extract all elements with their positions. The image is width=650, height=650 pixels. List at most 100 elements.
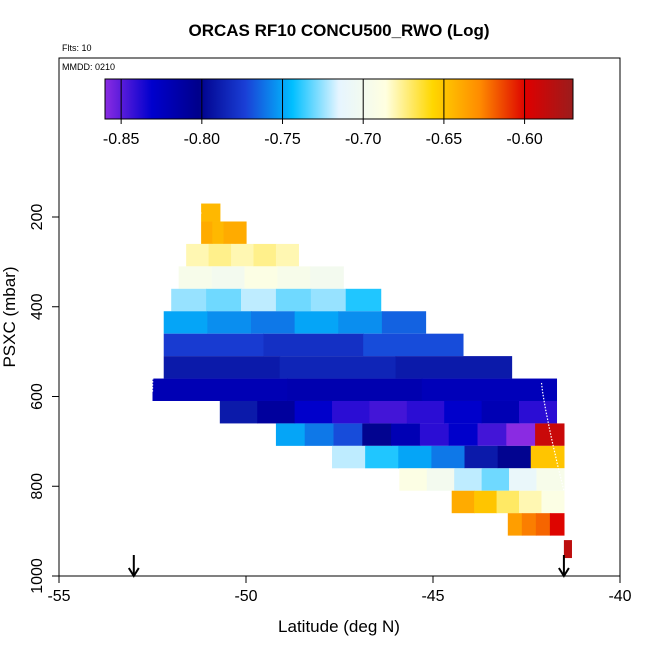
y-axis-label: PSXC (mbar): [0, 266, 19, 367]
heatmap-cell: [419, 423, 450, 446]
heatmap-cell: [310, 266, 344, 289]
x-tick-label: -55: [47, 588, 70, 605]
heatmap-cell: [521, 513, 537, 536]
heatmap-cell: [163, 356, 281, 379]
heatmap-cell: [186, 243, 210, 267]
right-envelope: [540, 382, 565, 491]
heatmap-cell: [223, 221, 236, 244]
heatmap-cell: [171, 288, 207, 312]
down-arrow-icon: [127, 555, 140, 578]
heatmap-cell: [277, 266, 311, 289]
heatmap-cell: [497, 445, 532, 469]
colorbar-tick-label: -0.60: [506, 131, 543, 148]
down-arrow-icon: [558, 555, 570, 578]
colorbar-tick-label: -0.75: [264, 131, 301, 148]
heatmap-cell: [535, 423, 565, 446]
heatmap-cell: [506, 423, 536, 446]
heatmap-cell: [201, 203, 221, 222]
colorbar: -0.85 -0.80 -0.75 -0.70 -0.65 -0.60: [103, 78, 574, 148]
colorbar-tick-label: -0.80: [184, 131, 221, 148]
colorbar-tick-label: -0.85: [103, 131, 140, 148]
heatmap-cell: [275, 243, 299, 267]
y-tick-label: 800: [29, 473, 46, 500]
heatmap-cell: [208, 243, 232, 267]
heatmap-cell: [363, 333, 464, 357]
heatmap-cell: [287, 378, 423, 401]
heatmap-cell: [345, 288, 382, 312]
heatmap-cell: [444, 400, 483, 424]
heatmap-cell: [163, 333, 265, 357]
heatmap-cell: [294, 311, 339, 334]
heatmap-cell: [563, 540, 572, 559]
heatmap-cell: [207, 311, 252, 334]
heatmap-cell: [509, 468, 538, 491]
x-axis-label: Latitude (deg N): [278, 617, 400, 636]
heatmap-cell: [530, 445, 565, 469]
heatmap-cell: [549, 513, 565, 536]
heatmap-cell: [541, 490, 565, 514]
y-tick-label: 1000: [29, 558, 46, 594]
heatmap-cell: [163, 311, 208, 334]
heatmap-cell: [294, 400, 333, 424]
heatmap-cell: [395, 356, 513, 379]
heatmap-cell: [454, 468, 483, 491]
heatmap-cell: [448, 423, 479, 446]
heatmap-cell: [212, 221, 225, 244]
heatmap-cell: [253, 243, 277, 267]
heatmap-cell: [244, 266, 279, 289]
heatmap-cell: [474, 490, 498, 514]
heatmap-cell: [257, 400, 296, 424]
heatmap-cell: [464, 445, 499, 469]
heatmap-cell: [211, 266, 246, 289]
heatmap-cell: [421, 378, 558, 401]
heatmap-cell: [481, 400, 520, 424]
heatmap-cell: [365, 445, 399, 469]
heatmap-cells: [152, 203, 572, 559]
colorbar-tick-label: -0.70: [345, 131, 382, 148]
heatmap-cell: [496, 490, 520, 514]
heatmap-cell: [426, 468, 455, 491]
heatmap-cell: [152, 378, 288, 401]
heatmap-cell: [234, 221, 247, 244]
x-tick-label: -50: [234, 588, 257, 605]
heatmap-cell: [275, 288, 312, 312]
envelope-outline: [151, 212, 565, 491]
heatmap-cell: [201, 221, 213, 244]
heatmap-cell: [263, 333, 364, 357]
heatmap-cell: [332, 400, 371, 424]
heatmap-cell: [536, 468, 565, 491]
heatmap-cell: [398, 445, 432, 469]
y-tick-label: 400: [29, 293, 46, 320]
left-envelope: [151, 212, 202, 393]
heatmap-cell: [399, 468, 428, 491]
flight-arrows: [127, 555, 570, 578]
heatmap-cell: [275, 423, 306, 446]
heatmap-cell: [219, 400, 258, 424]
heatmap-cell: [332, 445, 366, 469]
date-label: MMDD: 0210: [62, 62, 115, 72]
heatmap-cell: [338, 311, 383, 334]
heatmap-cell: [206, 288, 242, 312]
colorbar-ticks: -0.85 -0.80 -0.75 -0.70 -0.65 -0.60: [103, 79, 543, 148]
heatmap-cell: [481, 468, 510, 491]
heatmap-cell: [507, 513, 523, 536]
heatmap-cell: [231, 243, 255, 267]
heatmap-cell: [241, 288, 277, 312]
x-tick-label: -45: [421, 588, 444, 605]
chart-title: ORCAS RF10 CONCU500_RWO (Log): [189, 21, 490, 40]
colorbar-tick-label: -0.65: [426, 131, 463, 148]
heatmap-cell: [369, 400, 408, 424]
heatmap-cell: [477, 423, 507, 446]
x-axis: -55 -50 -45 -40: [47, 575, 632, 605]
heatmap-cell: [333, 423, 363, 446]
heatmap-cell: [519, 490, 543, 514]
colorbar-bar: [104, 78, 574, 120]
heatmap-cell: [304, 423, 335, 446]
heatmap-cell: [250, 311, 296, 334]
y-tick-label: 200: [29, 204, 46, 231]
heatmap-cell: [178, 266, 213, 289]
heatmap-cell: [381, 311, 427, 334]
x-tick-label: -40: [608, 588, 631, 605]
heatmap-cell: [519, 400, 558, 424]
